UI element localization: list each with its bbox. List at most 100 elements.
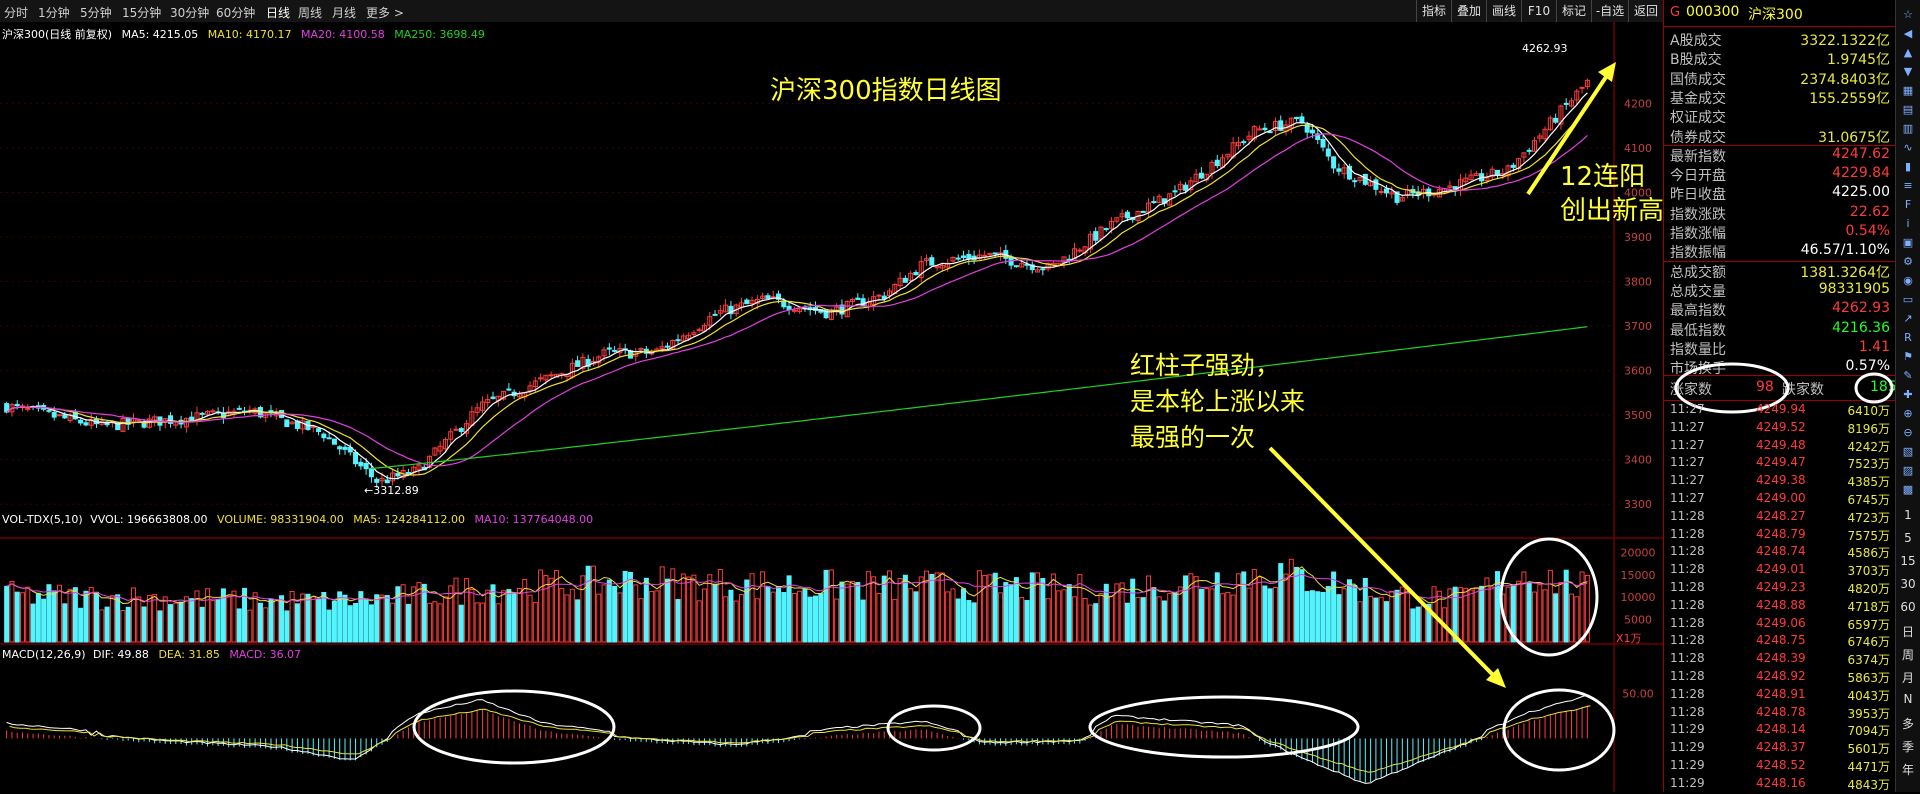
candle-body bbox=[1172, 190, 1178, 193]
volume-bar bbox=[379, 594, 385, 643]
info-icon[interactable]: i bbox=[1906, 217, 1910, 230]
indicator-button[interactable]: 指标 bbox=[1416, 0, 1451, 22]
f-icon[interactable]: F bbox=[1904, 198, 1912, 211]
f5-icon[interactable]: ▧ bbox=[1902, 445, 1914, 458]
period-tab-60min[interactable]: 60分钟 bbox=[216, 6, 256, 20]
candle-icon[interactable]: ▮ bbox=[1904, 160, 1912, 173]
kline-chart[interactable]: 3300 3400 3500 3600 3700 3800 3900 4000 4100 4200… bbox=[0, 22, 1663, 792]
period-shortcut[interactable]: 1 bbox=[1904, 508, 1912, 522]
macd-highlight-circle-1 bbox=[412, 689, 616, 765]
flag-icon[interactable]: ⚑ bbox=[1903, 350, 1913, 363]
period-tab-weekly[interactable]: 周线 bbox=[298, 6, 323, 20]
g-icon[interactable]: G bbox=[1670, 5, 1681, 20]
candle-body bbox=[791, 309, 797, 312]
cross-icon[interactable]: ✚ bbox=[1903, 388, 1913, 401]
candle-body bbox=[379, 477, 385, 482]
macd-axis: 50.00 bbox=[1622, 688, 1654, 701]
period-tab-monthly[interactable]: 月线 bbox=[332, 6, 357, 20]
volume-bar bbox=[411, 586, 417, 643]
volume-bar bbox=[448, 585, 454, 643]
stat-value: 4229.84 bbox=[1832, 165, 1890, 182]
period-shortcut[interactable]: N bbox=[1903, 692, 1913, 706]
candle-body bbox=[723, 304, 729, 313]
grid-icon[interactable]: ▦ bbox=[1902, 84, 1914, 97]
trend-icon[interactable]: ↗ bbox=[1903, 312, 1913, 325]
rsi-icon[interactable]: R bbox=[1904, 331, 1912, 344]
watchlist-button[interactable]: -自选 bbox=[1591, 0, 1628, 22]
volume-bar bbox=[987, 574, 993, 643]
star-icon[interactable]: ☆ bbox=[1903, 8, 1913, 21]
candle-body bbox=[1278, 120, 1284, 131]
period-shortcut[interactable]: 60 bbox=[1900, 600, 1916, 614]
left-arrow-icon[interactable]: ◀ bbox=[1903, 27, 1913, 40]
period-tab-fenshi[interactable]: 分时 bbox=[4, 6, 29, 20]
period-shortcut[interactable]: 年 bbox=[1901, 763, 1914, 777]
candle-body bbox=[913, 271, 919, 276]
period-tab-more[interactable]: 更多 > bbox=[366, 6, 404, 20]
stat-label: 总成交额 bbox=[1670, 264, 1726, 281]
down-arrow-icon[interactable]: ▼ bbox=[1903, 65, 1913, 78]
tick-row: 11:28 4248.88 4718万 bbox=[1670, 598, 1892, 616]
tick-price: 4248.74 bbox=[1756, 544, 1806, 559]
tick-volume: 8196万 bbox=[1847, 421, 1890, 436]
period-shortcut[interactable]: 周 bbox=[1901, 648, 1914, 662]
doc-icon[interactable]: ▭ bbox=[1902, 293, 1914, 306]
candle-body bbox=[83, 422, 89, 426]
volume-bar bbox=[363, 598, 369, 643]
f10-button[interactable]: F10 bbox=[1521, 0, 1556, 22]
zoom-in-icon[interactable]: ⊕ bbox=[1903, 407, 1913, 420]
back-button[interactable]: 返回 bbox=[1628, 0, 1663, 22]
zoom-out-icon[interactable]: ⊖ bbox=[1903, 426, 1913, 439]
candle-body bbox=[1045, 262, 1051, 270]
volume-tick-label: 20000 bbox=[1621, 546, 1656, 559]
candle-body bbox=[1447, 185, 1453, 188]
period-shortcut[interactable]: 5 bbox=[1904, 531, 1912, 545]
period-shortcut[interactable]: 15 bbox=[1900, 554, 1916, 568]
volume-bar bbox=[538, 569, 544, 643]
period-shortcut[interactable]: 季 bbox=[1901, 740, 1914, 754]
up-arrow-icon[interactable]: ▲ bbox=[1903, 46, 1913, 59]
candle-body bbox=[458, 428, 464, 432]
volume-bar bbox=[532, 602, 538, 643]
volume-bar bbox=[353, 603, 359, 643]
candles bbox=[4, 78, 1590, 488]
period-shortcut[interactable]: 多 bbox=[1901, 717, 1914, 731]
pen-icon[interactable]: ✎ bbox=[1903, 369, 1913, 382]
macd-bars bbox=[6, 694, 1591, 784]
volume-bar bbox=[966, 600, 972, 643]
volume-bar bbox=[839, 581, 845, 643]
bar-chart-icon[interactable]: ▥ bbox=[1902, 122, 1914, 135]
folder-icon[interactable]: ▩ bbox=[1902, 483, 1914, 496]
list-icon[interactable]: ≡ bbox=[1903, 179, 1913, 192]
volume-bar bbox=[680, 573, 686, 643]
gear-icon[interactable]: ⚙ bbox=[1903, 255, 1913, 268]
period-tab-15min[interactable]: 15分钟 bbox=[122, 6, 162, 20]
volume-bar bbox=[1542, 589, 1548, 643]
chart-icon[interactable]: ▤ bbox=[1902, 103, 1914, 116]
calc-icon[interactable]: ▣ bbox=[1902, 236, 1914, 249]
tick-row: 11:28 4248.79 7575万 bbox=[1670, 527, 1892, 545]
volume-bar bbox=[971, 602, 977, 643]
tick-time: 11:28 bbox=[1670, 544, 1705, 559]
period-shortcut[interactable]: 月 bbox=[1901, 671, 1914, 685]
volume-bar bbox=[421, 583, 427, 643]
period-tab-daily[interactable]: 日线 bbox=[266, 6, 291, 20]
period-shortcut[interactable]: 30 bbox=[1900, 577, 1916, 591]
volume-bar bbox=[744, 579, 750, 643]
period-shortcut[interactable]: 日 bbox=[1901, 625, 1914, 639]
mark-button[interactable]: 标记 bbox=[1556, 0, 1591, 22]
bell-icon[interactable]: ◉ bbox=[1903, 274, 1913, 287]
period-tab-1min[interactable]: 1分钟 bbox=[38, 6, 70, 20]
draw-line-button[interactable]: 画线 bbox=[1486, 0, 1521, 22]
stat-label: A股成交 bbox=[1670, 33, 1722, 49]
candle-body bbox=[321, 433, 327, 439]
candle-body bbox=[775, 293, 782, 300]
line-chart-icon[interactable]: ∿ bbox=[1903, 141, 1913, 154]
volume-bar bbox=[347, 605, 353, 643]
period-tab-30min[interactable]: 30分钟 bbox=[170, 6, 210, 20]
volume-bar bbox=[596, 593, 602, 643]
period-tab-5min[interactable]: 5分钟 bbox=[80, 6, 112, 20]
overlay-button[interactable]: 叠加 bbox=[1451, 0, 1486, 22]
volume-bar bbox=[1447, 588, 1453, 643]
layers-icon[interactable]: ▨ bbox=[1902, 464, 1914, 477]
